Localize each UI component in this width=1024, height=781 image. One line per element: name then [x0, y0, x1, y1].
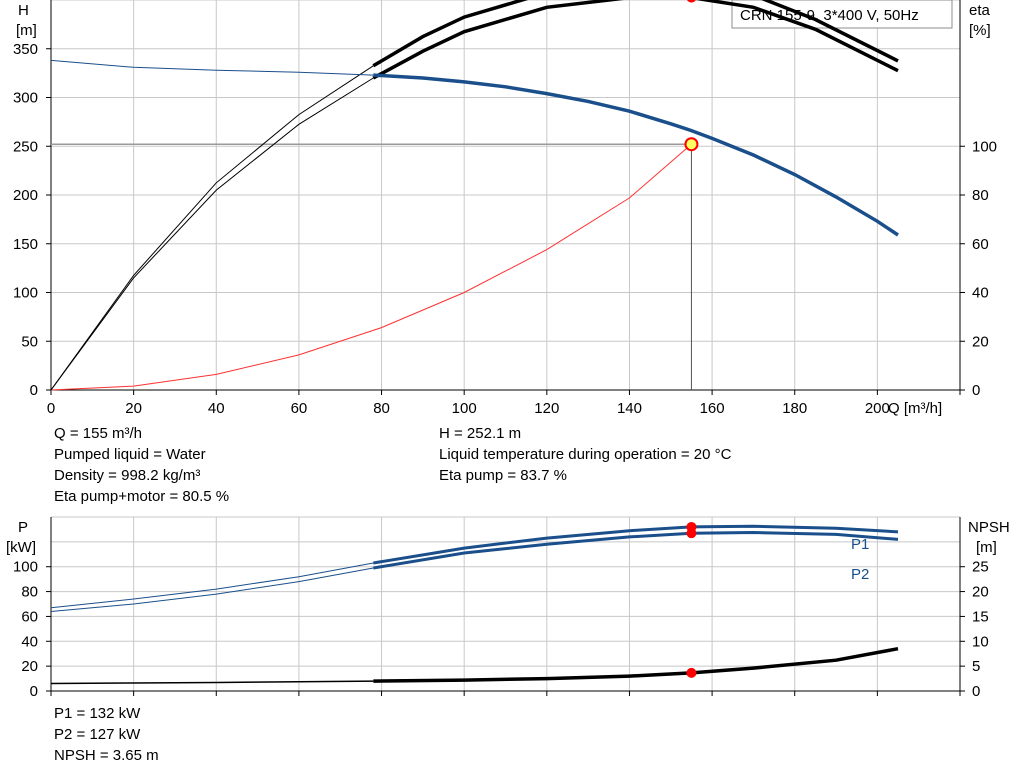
- y-tick-label: 200: [13, 187, 38, 204]
- bottom-y2-axis-unit: [m]: [976, 539, 997, 556]
- x-tick-label: 140: [617, 400, 642, 417]
- bottom-y-tick-label: 0: [30, 683, 38, 700]
- bottom-y-tick-label: 80: [21, 584, 38, 601]
- x-tick-label: 200: [865, 400, 890, 417]
- p2-curve-thin: [50, 567, 374, 612]
- bottom-y-tick-label: 40: [21, 633, 38, 650]
- head-curve: [373, 73, 899, 237]
- eta-pump-motor-curve: [372, 0, 899, 80]
- y-tick-label: 50: [21, 333, 38, 350]
- head-curve-thin: [50, 59, 374, 76]
- p2-marker: [686, 528, 697, 539]
- info-eta-pump: Eta pump = 83.7 %: [439, 467, 567, 484]
- y2-tick-label: 100: [972, 138, 997, 155]
- info-head: H = 252.1 m: [439, 425, 522, 442]
- x-tick-label: 80: [373, 400, 390, 417]
- x-axis-title: Q [m³/h]: [888, 400, 942, 417]
- npsh-curve: [373, 646, 899, 683]
- npsh-curve-thin: [50, 680, 374, 685]
- y2-axis-unit: [%]: [969, 22, 991, 39]
- y2-tick-label: 80: [972, 187, 989, 204]
- info-top-left: Q = 155 m³/h Pumped liquid = Water Densi…: [54, 423, 229, 507]
- bottom-y2-axis-title: NPSH: [968, 519, 1010, 536]
- x-tick-label: 40: [208, 400, 225, 417]
- y-tick-label: 250: [13, 138, 38, 155]
- y-axis-title: H: [18, 2, 29, 19]
- y2-tick-label: 40: [972, 285, 989, 302]
- x-tick-label: 60: [291, 400, 308, 417]
- bottom-y-tick-label: 20: [21, 658, 38, 675]
- bottom-y-axis-title: P: [18, 519, 28, 536]
- y-tick-label: 0: [30, 382, 38, 399]
- y-tick-label: 100: [13, 285, 38, 302]
- bottom-y2-tick-label: 10: [972, 633, 989, 650]
- bottom-y-axis-unit: [kW]: [6, 539, 36, 556]
- y2-tick-label: 0: [972, 382, 980, 399]
- info-npsh: NPSH = 3.65 m: [54, 747, 159, 764]
- info-temperature: Liquid temperature during operation = 20…: [439, 446, 732, 463]
- bottom-y2-tick-label: 25: [972, 559, 989, 576]
- info-density: Density = 998.2 kg/m³: [54, 467, 201, 484]
- y2-tick-label: 60: [972, 236, 989, 253]
- y2-axis-title: eta: [969, 2, 991, 19]
- eta-pump-curve-thin: [50, 65, 374, 391]
- x-tick-label: 120: [534, 400, 559, 417]
- p1-curve-thin: [50, 562, 374, 609]
- info-top-right: H = 252.1 m Liquid temperature during op…: [439, 423, 731, 486]
- duty-point-marker: [684, 137, 699, 152]
- bottom-y2-tick-label: 20: [972, 584, 989, 601]
- x-tick-label: 180: [782, 400, 807, 417]
- info-p1: P1 = 132 kW: [54, 705, 141, 722]
- p1-series-label: P1: [851, 536, 869, 553]
- x-tick-label: 100: [452, 400, 477, 417]
- eta-pump-curve: [372, 0, 899, 68]
- x-tick-label: 20: [125, 400, 142, 417]
- p1-curve: [373, 524, 899, 565]
- info-eta-pump-motor: Eta pump+motor = 80.5 %: [54, 488, 230, 505]
- y-axis-unit: [m]: [16, 22, 37, 39]
- npsh-marker: [686, 667, 697, 678]
- info-liquid: Pumped liquid = Water: [54, 446, 206, 463]
- y-tick-label: 300: [13, 90, 38, 107]
- y-tick-label: 350: [13, 41, 38, 58]
- x-tick-label: 0: [47, 400, 55, 417]
- bottom-y-tick-label: 100: [13, 559, 38, 576]
- p2-series-label: P2: [851, 566, 869, 583]
- y2-tick-label: 20: [972, 333, 989, 350]
- eta-pump-motor-curve-thin: [50, 77, 374, 391]
- bottom-y2-tick-label: 5: [972, 658, 980, 675]
- pump-label: CRN 155-9, 3*400 V, 50Hz: [740, 7, 919, 24]
- bottom-y2-tick-label: 15: [972, 608, 989, 625]
- bottom-y2-tick-label: 0: [972, 683, 980, 700]
- info-bottom: P1 = 132 kW P2 = 127 kW NPSH = 3.65 m: [54, 703, 159, 766]
- p2-curve: [373, 530, 899, 570]
- x-tick-label: 160: [700, 400, 725, 417]
- info-p2: P2 = 127 kW: [54, 726, 141, 743]
- y-tick-label: 150: [13, 236, 38, 253]
- system-curve: [50, 143, 692, 391]
- bottom-y-tick-label: 60: [21, 608, 38, 625]
- eta-marker: [687, 0, 696, 3]
- info-flow: Q = 155 m³/h: [54, 425, 142, 442]
